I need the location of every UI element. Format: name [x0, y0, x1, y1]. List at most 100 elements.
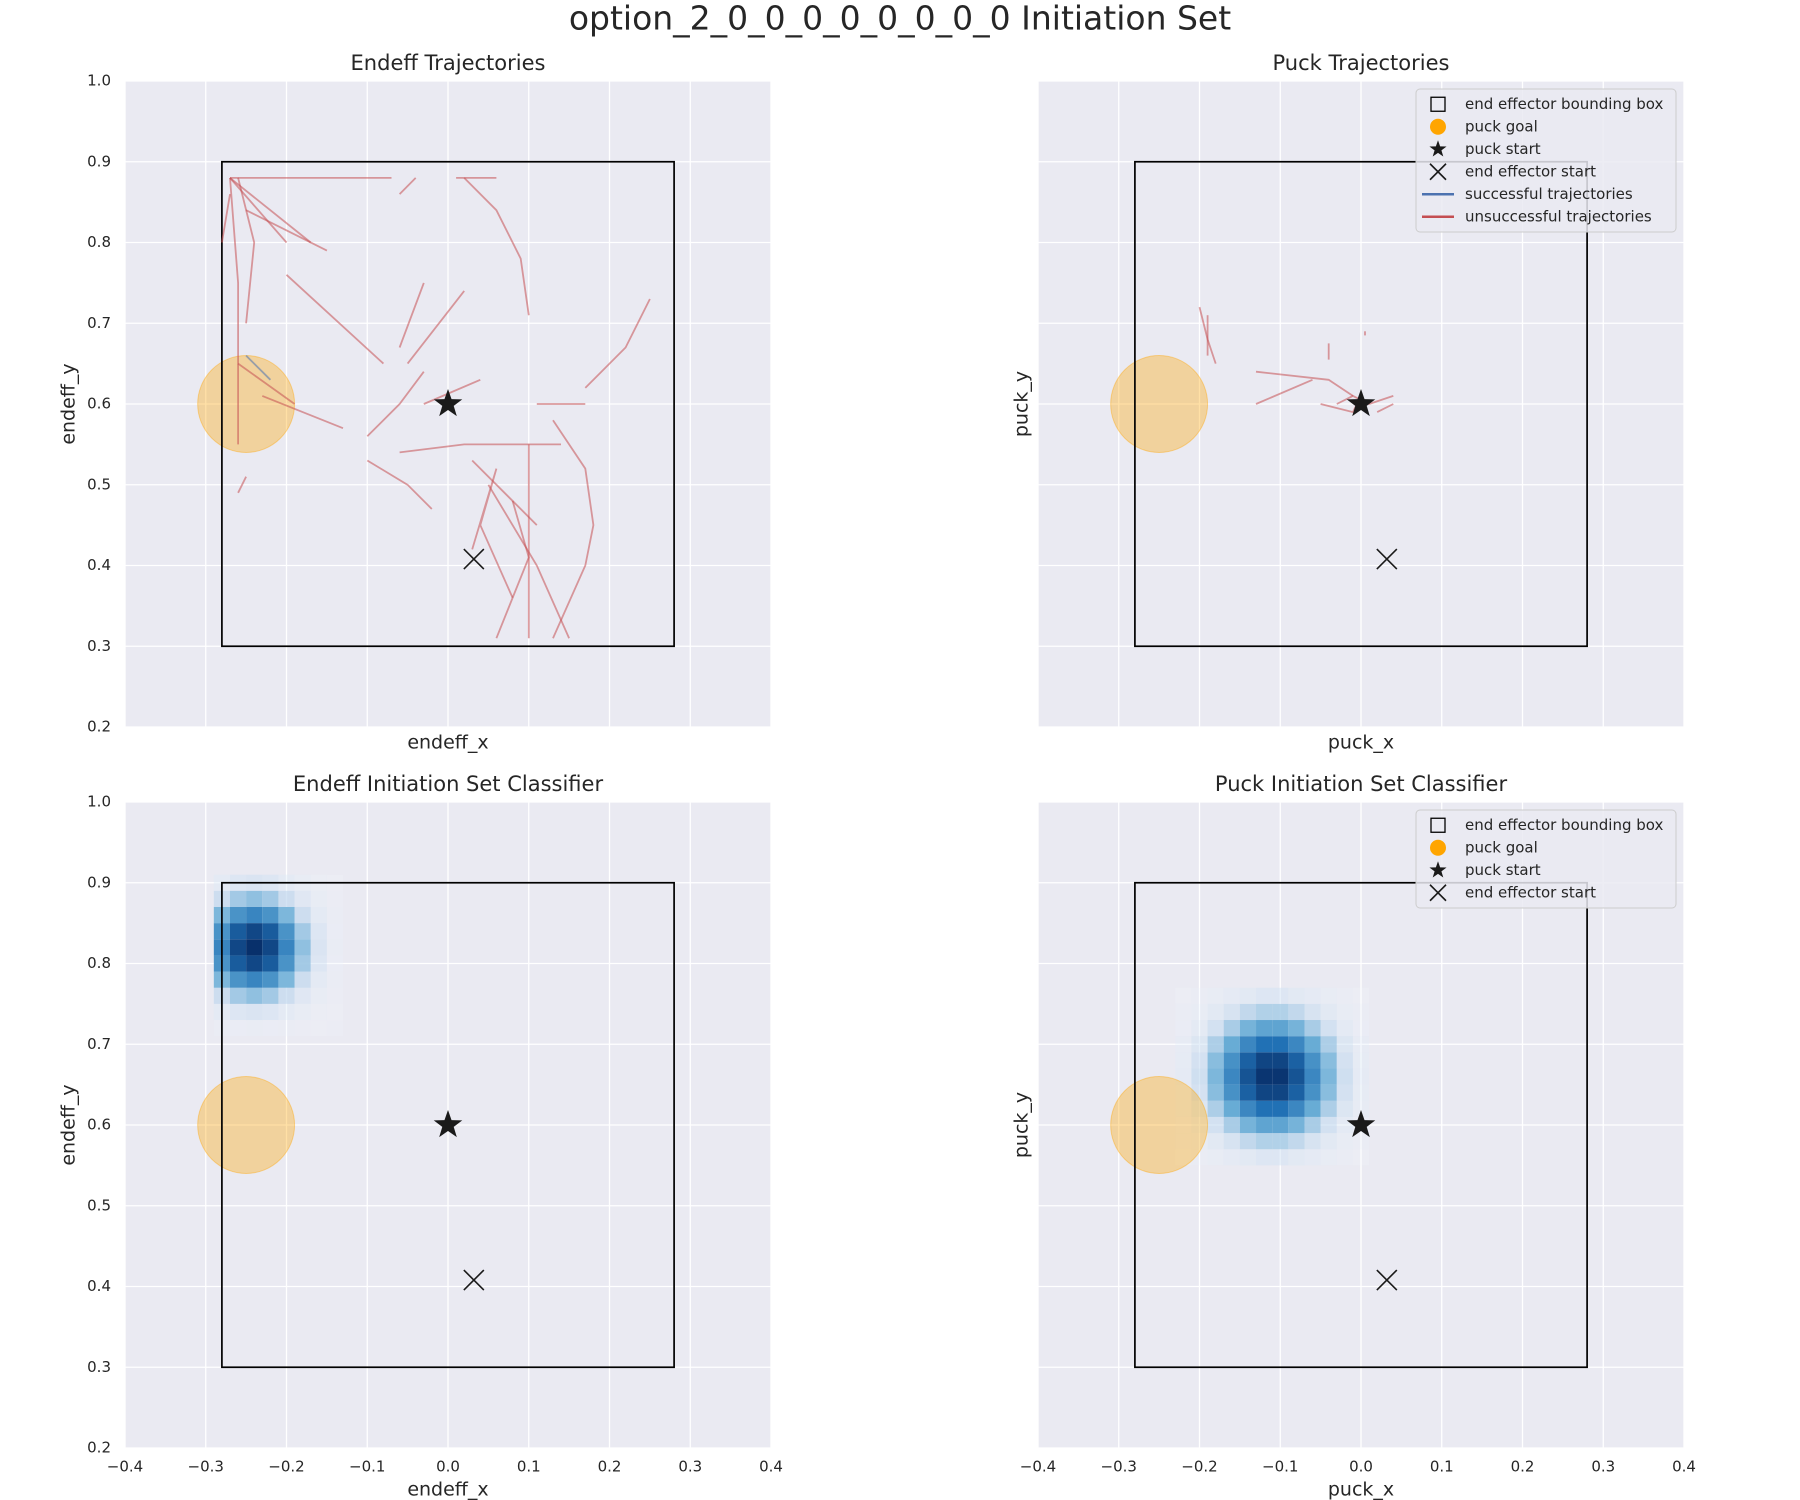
trajectory: [221, 193, 231, 243]
legend-label: end effector start: [1465, 883, 1596, 901]
legend-label: unsuccessful trajectories: [1465, 207, 1652, 225]
x-tick-label: 0.1: [1430, 1458, 1454, 1476]
classifier-cell: [1304, 1116, 1321, 1134]
classifier-cell: [1191, 1068, 1208, 1085]
classifier-cell: [1256, 1036, 1273, 1053]
classifier-cell: [1256, 1052, 1273, 1069]
classifier-cell: [1320, 1100, 1337, 1117]
classifier-cell: [1223, 1084, 1240, 1101]
trajectory: [366, 371, 425, 437]
classifier-cell: [1207, 987, 1224, 1004]
x-tick-label: 0.3: [1591, 1458, 1615, 1476]
x-marker: [1429, 163, 1447, 181]
classifier-cell: [294, 890, 311, 907]
classifier-cell: [1320, 1068, 1337, 1085]
classifier-cell: [1175, 1003, 1192, 1021]
x-marker: [1376, 1269, 1398, 1291]
x-marker: [463, 1269, 485, 1291]
x-axis-label: endeff_x: [407, 732, 488, 754]
classifier-cell: [294, 906, 311, 924]
x-tick-label: 0.3: [678, 1458, 702, 1476]
classifier-cell: [246, 923, 263, 940]
classifier-cell: [1175, 1068, 1192, 1085]
classifier-cell: [1207, 1149, 1224, 1166]
classifier-cell: [1304, 1003, 1321, 1021]
classifier-cell: [1256, 1068, 1273, 1085]
classifier-cell: [1239, 987, 1257, 1004]
classifier-cell: [1272, 1116, 1289, 1134]
classifier-cell: [1256, 1100, 1273, 1117]
classifier-cell: [1207, 1133, 1224, 1150]
classifier-cell: [1191, 1052, 1208, 1069]
classifier-cell: [1304, 1133, 1321, 1150]
classifier-cell: [1239, 1100, 1257, 1117]
classifier-cell: [1336, 1020, 1353, 1037]
legend-label: successful trajectories: [1465, 185, 1633, 203]
classifier-cell: [1288, 1020, 1305, 1037]
classifier-cell: [1352, 987, 1370, 1004]
legend-label: puck start: [1465, 140, 1541, 158]
x-axis-label: endeff_x: [407, 1479, 488, 1500]
trajectory: [237, 476, 247, 494]
classifier-cell: [1191, 1149, 1208, 1166]
classifier-cell: [1175, 1100, 1192, 1117]
classifier-cell: [1223, 1068, 1240, 1085]
x-tick-label: 0.0: [1349, 1458, 1373, 1476]
classifier-cell: [1352, 1052, 1370, 1069]
classifier-cell: [278, 890, 295, 907]
y-axis-label: puck_y: [1011, 1092, 1033, 1158]
x-tick-label: −0.1: [349, 1458, 385, 1476]
classifier-cell: [1175, 1116, 1192, 1134]
classifier-cell: [262, 923, 279, 940]
classifier-cell: [1288, 1149, 1305, 1166]
classifier-cell: [1272, 1068, 1289, 1085]
classifier-cell: [1320, 1003, 1337, 1021]
classifier-cell: [326, 1020, 344, 1037]
classifier-cell: [1320, 987, 1337, 1004]
classifier-cell: [1288, 1133, 1305, 1150]
classifier-cell: [1223, 1133, 1240, 1150]
classifier-cell: [1288, 1116, 1305, 1134]
classifier-cell: [1352, 1003, 1370, 1021]
legend-handle: [1430, 118, 1446, 135]
classifier-cell: [262, 939, 279, 956]
y-tick-label: 0.4: [87, 556, 111, 574]
classifier-cell: [310, 890, 327, 907]
classifier-cell: [1272, 1133, 1289, 1150]
x-tick-label: 0.2: [1511, 1458, 1535, 1476]
classifier-cell: [278, 955, 295, 972]
puck-goal: [1110, 1076, 1209, 1174]
classifier-cell: [1272, 1084, 1289, 1101]
classifier-cell: [326, 971, 344, 988]
y-tick-label: 0.5: [87, 475, 111, 493]
trajectory: [245, 209, 328, 252]
classifier-cell: [1352, 1084, 1370, 1101]
legend-handle: [1430, 817, 1446, 833]
y-tick-label: 0.9: [87, 152, 111, 170]
classifier-cell: [1256, 1084, 1273, 1101]
classifier-cell: [262, 906, 279, 924]
classifier-cell: [1223, 1003, 1240, 1021]
classifier-cell: [278, 1003, 295, 1021]
y-tick-label: 0.8: [87, 954, 111, 972]
figure-title: option_2_0_0_0_0_0_0_0_0 Initiation Set: [569, 0, 1231, 38]
classifier-cell: [278, 906, 295, 924]
classifier-cell: [326, 939, 344, 956]
trajectory: [398, 282, 425, 348]
trajectory: [245, 354, 272, 381]
classifier-cell: [1304, 1084, 1321, 1101]
classifier-cell: [1336, 1116, 1353, 1134]
classifier-cell: [1288, 1100, 1305, 1117]
classifier-cell: [1223, 1020, 1240, 1037]
legend-handle: [1430, 96, 1446, 112]
classifier-cell: [229, 923, 247, 940]
classifier-cell: [1239, 1084, 1257, 1101]
classifier-cell: [1207, 1003, 1224, 1021]
classifier-cell: [1288, 1084, 1305, 1101]
x-axis-label: puck_x: [1328, 732, 1394, 754]
classifier-cell: [278, 939, 295, 956]
classifier-cell: [278, 987, 295, 1004]
classifier-cell: [1272, 1052, 1289, 1069]
classifier-cell: [1223, 1100, 1240, 1117]
trajectory: [1255, 378, 1313, 405]
